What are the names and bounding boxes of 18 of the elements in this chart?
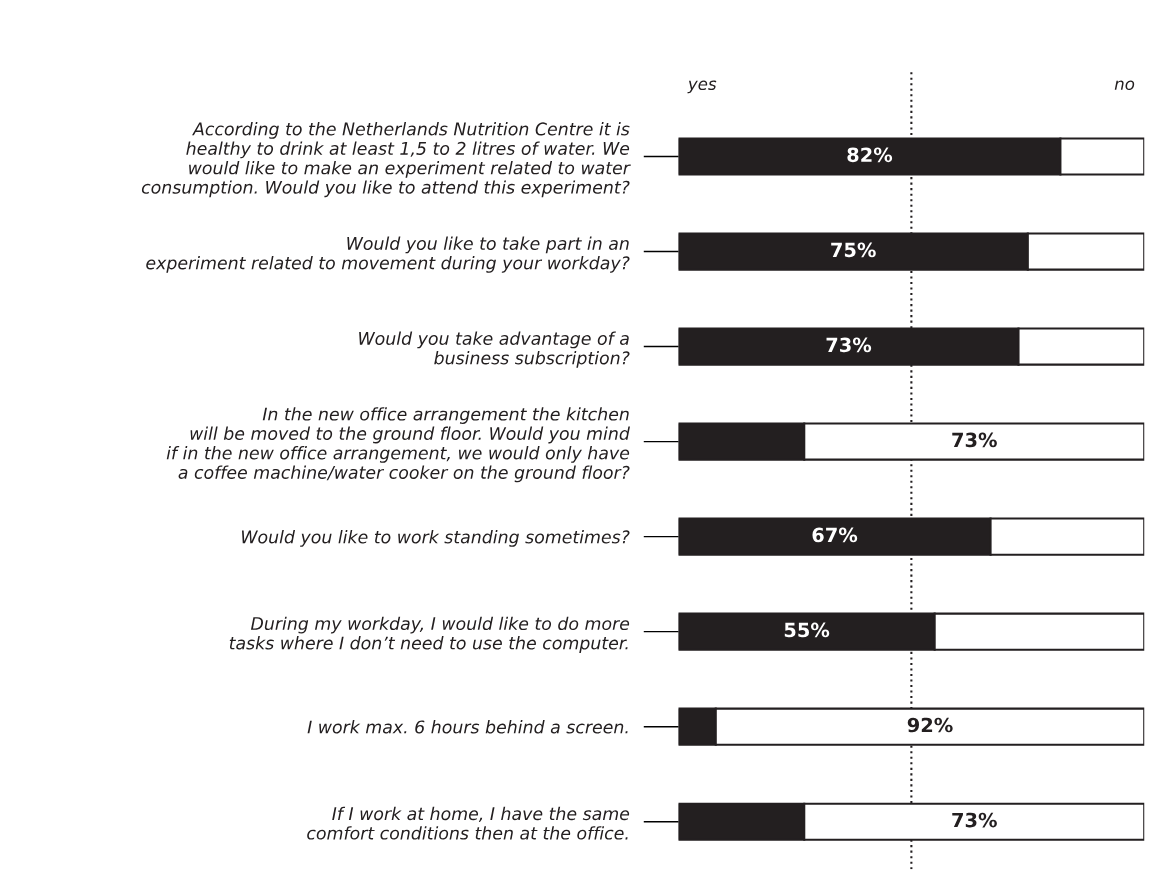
data-label: 73% — [952, 812, 997, 828]
text: no — [1114, 80, 1135, 91]
y-tick-label: I work max. 6 hours behind a screen. — [307, 720, 628, 734]
data-label: 73% — [826, 337, 872, 353]
data-label: 92% — [907, 717, 953, 733]
data-label: 67% — [812, 527, 858, 543]
y-tick-label: Would you like to work standing sometimes? — [241, 530, 630, 547]
y-tick-label: Would you take advantage of a business subscription? — [359, 331, 630, 368]
data-label: 55% — [784, 622, 830, 638]
data-label: 82% — [847, 147, 893, 163]
y-tick-label: During my workday, I would like to do more tasks where I don’t need to use the computer. — [229, 616, 630, 653]
data-label: 73% — [952, 432, 997, 448]
y-tick-label: According to the Netherlands Nutrition Centre it is healthy to drink at least 1,5 to 2 litres of water. We would like to make an experiment related to water consumption. Would you like to attend this experiment? — [141, 122, 631, 198]
y-tick-label: Would you like to take part in an experiment related to movement during your workday? — [146, 236, 630, 273]
y-tick-label: If I work at home, I have the same comfort conditions then at the office. — [307, 806, 630, 840]
text: yes — [687, 80, 717, 94]
y-tick-label: In the new office arrangement the kitchen will be moved to the ground floor. Would you mind if in the new office arrangement, we would only have a coffee machine/water cooker on the ground floor? — [166, 407, 630, 483]
data-label: 75% — [831, 242, 876, 258]
